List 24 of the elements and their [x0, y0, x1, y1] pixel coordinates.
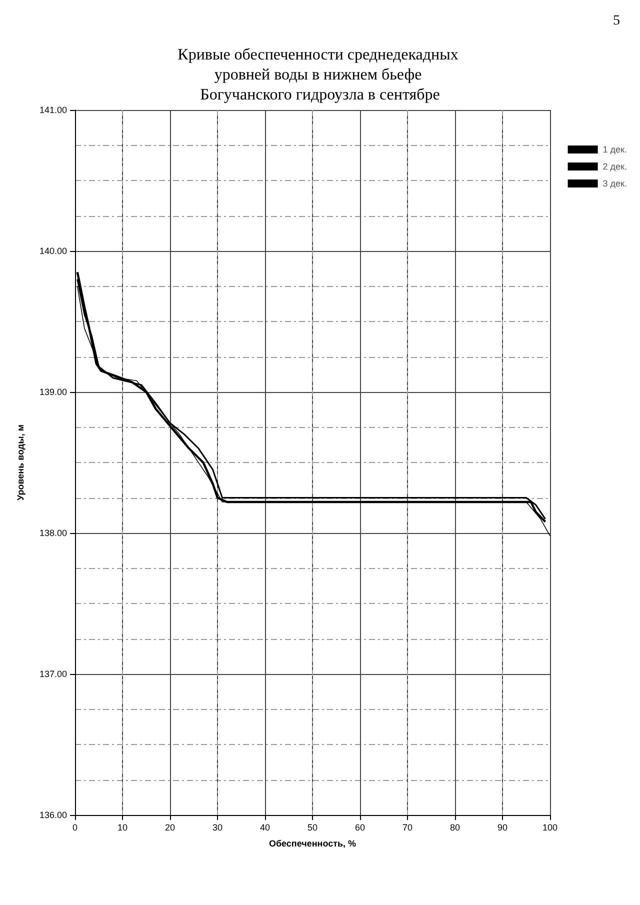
x-tick-label: 60	[354, 822, 366, 832]
x-tick-label: 30	[212, 822, 223, 832]
text: 5	[613, 14, 620, 28]
y-tick-label: 139.00	[39, 387, 67, 397]
y-tick-label: 136.00	[39, 810, 67, 820]
chart-title: Кривые обеспеченности среднедекадных уровней воды в нижнем бьефе Богучанского гидроузла в сентябре	[178, 46, 462, 104]
x-tick-label: 10	[117, 822, 128, 832]
y-tick-label: 140.00	[39, 246, 67, 256]
x-tick-label: 40	[260, 822, 270, 832]
legend-label: 1 дек.	[602, 144, 627, 154]
legend-label: 3 дек.	[602, 178, 627, 188]
y-axis-title: Уровень воды, м	[16, 424, 26, 500]
y-tick-label: 141.00	[39, 105, 67, 115]
x-tick-label: 70	[402, 822, 413, 832]
x-tick-label: 0	[72, 822, 78, 832]
x-axis-title: Обеспеченность, %	[268, 838, 356, 848]
y-tick-label: 137.00	[39, 669, 67, 679]
x-tick-label: 50	[307, 822, 318, 832]
y-tick-label: 138.00	[39, 528, 67, 538]
legend-label: 2 дек.	[602, 162, 627, 172]
x-tick-label: 80	[450, 822, 460, 832]
x-tick-label: 100	[542, 822, 558, 832]
x-tick-label: 20	[164, 822, 176, 832]
x-tick-label: 90	[497, 822, 508, 832]
